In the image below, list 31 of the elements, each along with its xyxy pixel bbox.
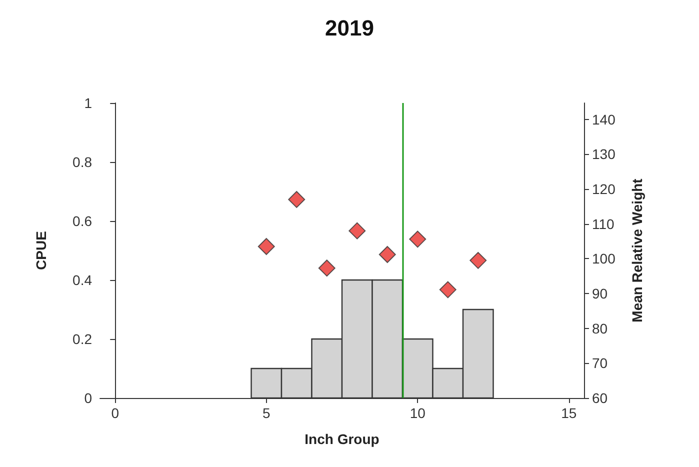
y2-tick-label: 120 xyxy=(592,181,616,198)
chart-title: 2019 xyxy=(325,16,374,40)
y-tick-label: 0 xyxy=(84,390,92,406)
point xyxy=(258,238,275,255)
y2-tick-label: 130 xyxy=(592,146,616,162)
point xyxy=(318,260,336,277)
y2-tick-label: 60 xyxy=(592,390,608,406)
x-tick-label: 10 xyxy=(410,405,426,421)
point xyxy=(288,190,306,208)
y-tick-label: 0.4 xyxy=(72,272,92,288)
point xyxy=(470,252,487,269)
y-tick-label: 0.2 xyxy=(72,331,92,347)
y2-tick-label: 100 xyxy=(592,250,616,267)
point xyxy=(409,230,426,248)
x-axis-title: Inch Group xyxy=(304,431,380,447)
x-tick-label: 5 xyxy=(262,405,270,421)
y2-tick-label: 70 xyxy=(592,355,608,372)
point xyxy=(439,281,456,298)
y2-tick-label: 90 xyxy=(592,286,608,302)
y2-tick-label: 140 xyxy=(592,111,616,128)
y2-axis-title: Mean Relative Weight xyxy=(629,178,645,322)
y2-tick-label: 110 xyxy=(592,216,615,232)
y2-tick-label: 80 xyxy=(592,320,608,336)
y-tick-label: 0.8 xyxy=(72,154,92,170)
x-tick-label: 15 xyxy=(561,405,577,421)
point xyxy=(348,222,366,240)
y-tick-label: 1 xyxy=(84,95,92,111)
point xyxy=(378,246,396,264)
y-axis-title: CPUE xyxy=(33,231,49,270)
y-tick-label: 0.6 xyxy=(72,213,92,229)
x-tick-label: 0 xyxy=(111,405,120,421)
